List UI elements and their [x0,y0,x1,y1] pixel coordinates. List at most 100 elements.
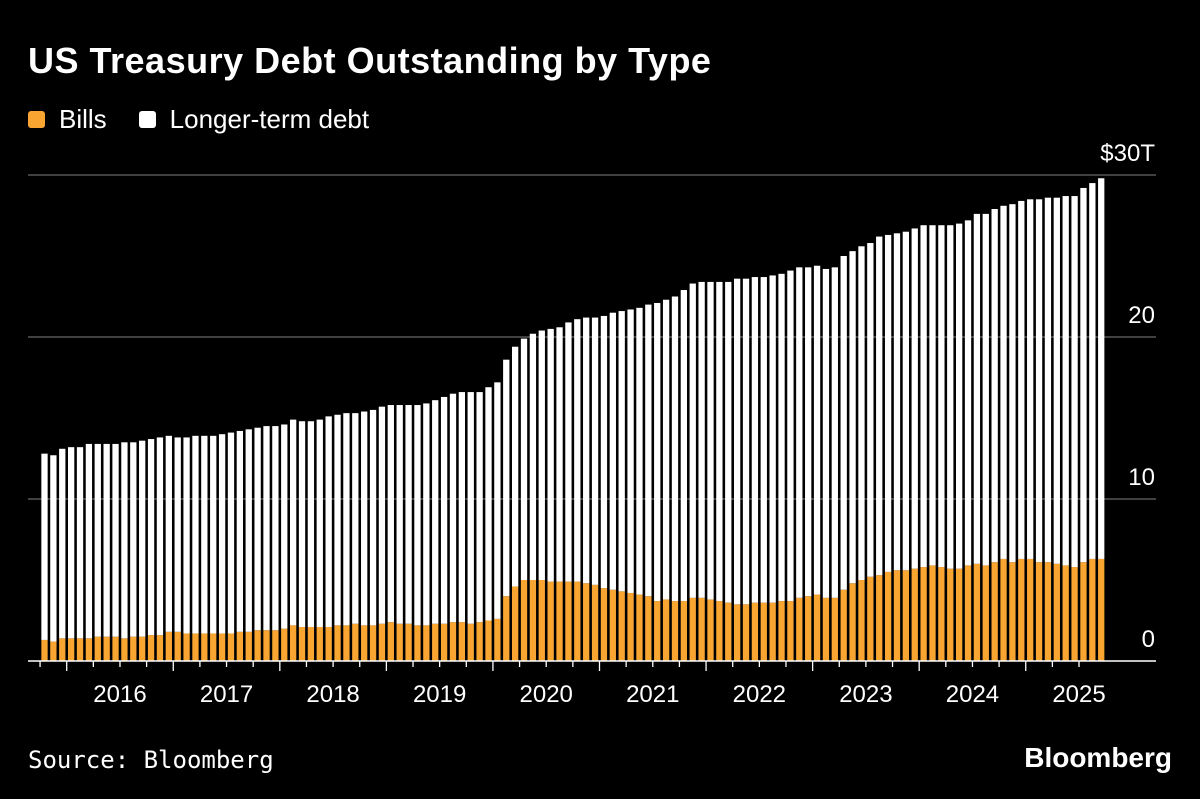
x-tick-label-2016: 2016 [93,681,146,708]
bar-bills [201,633,208,661]
bar-bills [1071,567,1078,661]
bar-bills [955,568,963,661]
bar-bills [1098,558,1105,661]
bar-bills [742,604,750,661]
bar-bills [396,623,403,661]
bar-bills [343,625,350,661]
bar-longer-term-debt [236,430,244,632]
bar-longer-term-debt [76,447,84,639]
bar-longer-term-debt [485,387,492,621]
bar-longer-term-debt [627,309,634,593]
bar-bills [893,570,901,661]
bar-longer-term-debt [849,251,856,584]
legend-swatch-bills [28,111,45,128]
bar-longer-term-debt [121,442,128,639]
bar-longer-term-debt [591,317,599,585]
bar-bills [165,631,172,661]
bar-bills [432,623,439,661]
bar-longer-term-debt [884,234,892,572]
bar-bills [50,641,57,661]
bar-longer-term-debt [201,435,208,634]
x-tick-label-2025: 2025 [1052,681,1105,708]
bar-bills [902,570,910,661]
bar-bills [867,576,874,661]
bar-longer-term-debt [334,414,341,626]
bar-bills [911,568,918,661]
bar-longer-term-debt [796,267,803,598]
bar-bills [369,625,377,661]
bar-longer-term-debt [671,296,679,602]
bar-longer-term-debt [556,327,563,582]
bar-longer-term-debt [760,277,767,603]
legend-label-bills: Bills [59,104,107,134]
bar-longer-term-debt [387,405,394,623]
bar-bills [227,633,235,661]
bar-longer-term-debt [67,447,75,639]
bar-longer-term-debt [156,437,164,636]
bar-bills [76,638,84,661]
bar-bills [654,601,661,661]
bar-longer-term-debt [494,382,501,619]
bar-longer-term-debt [778,273,785,602]
bar-longer-term-debt [1053,197,1060,564]
bar-bills [1089,558,1096,661]
y-tick-label-20: 20 [1128,302,1155,329]
bar-bills [121,638,128,661]
axes: 0 10 20 $30T 2016 2017 2018 2019 2020 2021 2022 202… [28,140,1156,708]
bar-bills [813,594,821,661]
bar-bills [245,631,252,661]
bar-bills [822,597,830,661]
bar-longer-term-debt [307,421,315,627]
bar-longer-term-debt [1089,183,1096,559]
bar-longer-term-debt [645,304,652,597]
bar-bills [769,602,776,661]
bar-longer-term-debt [893,233,901,571]
bar-longer-term-debt [218,434,226,634]
bar-bills [973,563,981,661]
bar-longer-term-debt [263,426,270,631]
bar-longer-term-debt [805,267,812,597]
bar-longer-term-debt [583,317,590,584]
bar-longer-term-debt [902,231,910,571]
bar-longer-term-debt [511,346,519,587]
bar-bills [272,630,279,661]
bar-bills [609,589,616,661]
bar-longer-term-debt [707,281,714,600]
x-tick-label-2020: 2020 [520,681,573,708]
bar-bills [751,602,759,661]
bar-longer-term-debt [920,225,927,568]
bar-longer-term-debt [467,392,474,624]
bar-longer-term-debt [59,448,66,639]
bar-bills [964,565,972,661]
bar-longer-term-debt [449,393,457,623]
bar-longer-term-debt [982,213,989,566]
bar-bills [636,594,643,661]
bar-longer-term-debt [476,392,483,623]
bar-bills [733,604,741,661]
bar-bills [316,626,323,661]
bar-longer-term-debt [1044,197,1052,563]
bar-longer-term-debt [325,416,332,627]
bar-bills [787,601,794,661]
bar-bills [440,623,448,661]
bar-longer-term-debt [1027,199,1034,559]
bar-bills [1035,562,1043,661]
bar-bills [520,580,528,661]
longer-term-debt-bars [41,178,1105,642]
bar-longer-term-debt [698,281,705,598]
bar-bills [689,597,696,661]
bar-bills [298,626,306,661]
bar-longer-term-debt [396,405,403,624]
bar-bills [405,623,412,661]
bar-bills [112,636,119,661]
x-tick-label-2017: 2017 [200,681,253,708]
bar-bills [1062,565,1069,661]
bar-bills [627,592,634,661]
bar-longer-term-debt [289,419,297,626]
bar-bills [67,638,75,661]
bar-longer-term-debt [139,440,146,637]
bar-bills [618,591,625,661]
bar-bills [103,636,110,661]
bar-bills [281,628,288,661]
